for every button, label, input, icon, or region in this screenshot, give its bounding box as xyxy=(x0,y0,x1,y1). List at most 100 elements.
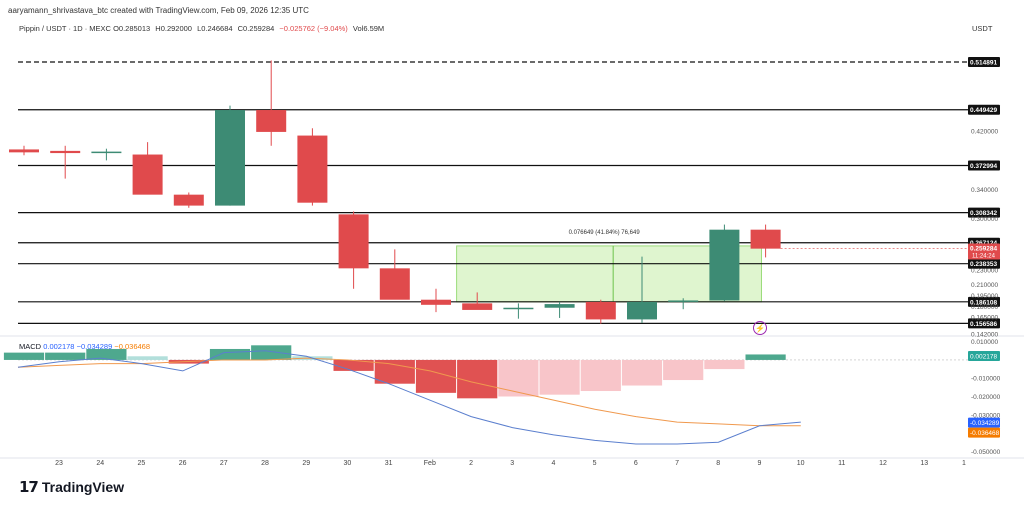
open-value: O0.285013 xyxy=(113,24,151,33)
time-tick-label: 8 xyxy=(716,460,720,467)
macd-tick-label: -0.030000 xyxy=(971,412,1001,419)
countdown-label: 11:24:24 xyxy=(972,253,996,259)
level-label: 0.308342 xyxy=(970,210,997,217)
ohlc-values: O0.285013 H0.292000 L0.246684 C0.259284 … xyxy=(113,24,387,33)
time-tick-label: 30 xyxy=(344,460,352,467)
price-tick-label: 0.195000 xyxy=(971,293,998,300)
macd-histogram-bar xyxy=(539,359,580,395)
macd-histogram-bar xyxy=(621,359,663,386)
candle-body xyxy=(503,307,534,310)
candle-body xyxy=(421,299,451,305)
time-tick-label: 31 xyxy=(385,460,393,467)
level-label: 0.186108 xyxy=(970,299,997,306)
price-tick-label: 0.300000 xyxy=(971,216,998,223)
time-tick-label: 7 xyxy=(675,460,679,467)
tradingview-mark-icon: 17 xyxy=(19,478,39,496)
time-tick-label: 28 xyxy=(261,460,269,467)
time-tick-label: 11 xyxy=(838,460,845,467)
candle-body xyxy=(544,304,575,308)
high-value: H0.292000 xyxy=(155,24,192,33)
time-tick-label: 13 xyxy=(920,460,928,467)
macd-histogram-bar xyxy=(45,352,86,360)
candle-body xyxy=(585,301,616,320)
level-tag xyxy=(968,258,1000,269)
current-price-tag xyxy=(968,243,1000,260)
candle-body xyxy=(9,149,39,153)
time-tick-label: 24 xyxy=(96,460,104,467)
macd-histogram-bar xyxy=(580,359,621,392)
candle-body xyxy=(379,268,410,300)
symbol-legend: Pippin / USDT · 1D · MEXC O0.285013 H0.2… xyxy=(19,24,387,33)
macd-label[interactable]: MACD xyxy=(19,342,42,351)
price-tick-label: 0.165000 xyxy=(971,315,998,322)
price-tick-label: 0.340000 xyxy=(971,187,998,194)
time-tick-label: 3 xyxy=(510,460,514,467)
measure-label: 0.076649 (41.84%) 76,649 xyxy=(569,230,641,236)
level-tag xyxy=(968,296,1000,307)
time-tick-label: 9 xyxy=(757,460,761,467)
macd-tick-label: 0.010000 xyxy=(971,339,998,346)
macd-histogram-bar xyxy=(333,359,374,371)
candle-body xyxy=(173,194,204,206)
macd-histogram-bar xyxy=(745,354,786,360)
candle-body xyxy=(132,154,163,195)
time-tick-label: 2 xyxy=(469,460,473,467)
macd-tick-label: -0.010000 xyxy=(971,376,1001,383)
level-tag xyxy=(968,160,1000,171)
signal-line-tag xyxy=(968,427,1000,438)
tradingview-logo: 17 TradingView xyxy=(19,478,124,496)
time-tick-label: 10 xyxy=(797,460,805,467)
macd-line xyxy=(17,350,801,445)
time-tick-label: Feb xyxy=(424,460,436,467)
candle-body xyxy=(338,214,369,269)
time-tick-label: 1 xyxy=(962,460,966,467)
change-value: −0.025762 (−9.04%) xyxy=(279,24,348,33)
macd-value: 0.002178 xyxy=(43,342,75,351)
level-label: 0.372994 xyxy=(970,163,997,170)
level-label: 0.238353 xyxy=(970,261,997,268)
price-tick-label: 0.210000 xyxy=(971,282,998,289)
price-tick-label: 0.230000 xyxy=(971,267,998,274)
macd-histogram-bar xyxy=(209,348,251,360)
lightning-icon[interactable]: ⚡ xyxy=(753,321,767,335)
macd-histogram-bar xyxy=(251,345,292,360)
macd-hist-tag xyxy=(968,350,1000,361)
level-label: 0.449429 xyxy=(970,107,997,114)
macd-line-tag xyxy=(968,417,1000,428)
time-tick-label: 5 xyxy=(593,460,597,467)
volume-value: Vol6.59M xyxy=(352,24,385,33)
candle-body xyxy=(50,150,81,154)
level-tag xyxy=(968,104,1000,115)
time-tick-label: 27 xyxy=(220,460,228,467)
level-tag xyxy=(968,56,1000,67)
hist-value: −0.036468 xyxy=(114,342,151,351)
macd-tick-label: -0.020000 xyxy=(971,394,1001,401)
candle-body xyxy=(256,110,287,132)
macd-tick-label: -0.050000 xyxy=(971,449,1001,456)
macd-histogram-bar xyxy=(663,359,704,381)
level-tag xyxy=(968,318,1000,329)
current-price-label: 0.259284 xyxy=(970,245,997,252)
candle-body xyxy=(709,229,740,301)
time-tick-label: 25 xyxy=(138,460,146,467)
macd-histogram-bar xyxy=(374,359,415,384)
close-value: C0.259284 xyxy=(237,24,275,33)
signal-line-tag-label: -0.036468 xyxy=(970,430,1000,437)
macd-hist-tag-label: 0.002178 xyxy=(970,353,997,360)
candle-body xyxy=(215,110,245,206)
symbol-name[interactable]: Pippin / USDT · 1D · MEXC xyxy=(19,24,111,33)
macd-histogram-bar xyxy=(498,359,539,397)
candle-body xyxy=(91,151,122,154)
signal-line xyxy=(17,357,801,427)
macd-histogram-bar xyxy=(86,348,127,360)
macd-line-tag-label: -0.034289 xyxy=(970,420,1000,427)
macd-histogram-bar xyxy=(704,359,745,370)
level-label: 0.156586 xyxy=(970,321,997,328)
time-tick-label: 12 xyxy=(879,460,887,467)
time-tick-label: 6 xyxy=(634,460,638,467)
chart-attribution: aaryamann_shrivastava_btc created with T… xyxy=(8,6,309,15)
price-tick-label: 0.420000 xyxy=(971,129,998,136)
currency-label[interactable]: USDT xyxy=(972,24,993,33)
macd-histogram-bar xyxy=(457,359,498,399)
